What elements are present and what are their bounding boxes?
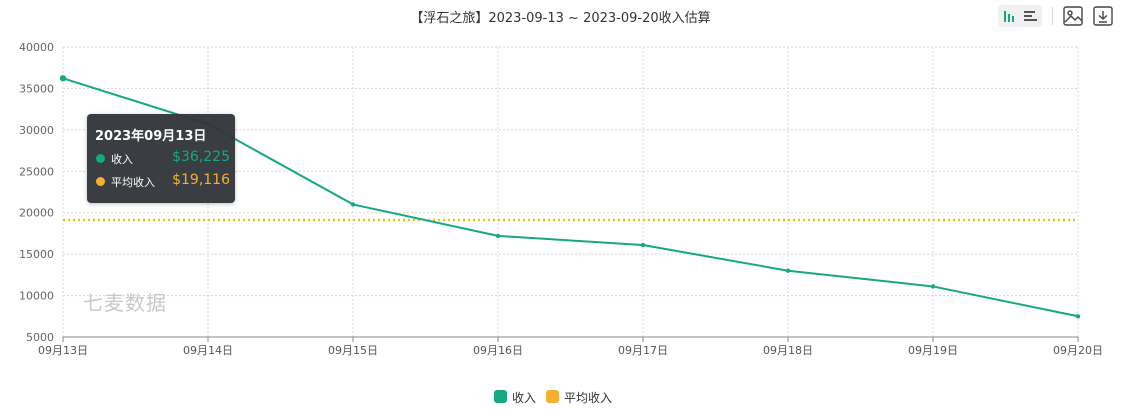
- horizontal-bar-icon[interactable]: [1020, 5, 1042, 27]
- y-tick-label: 30000: [19, 124, 54, 137]
- data-point-income: [785, 268, 791, 273]
- x-tick-label: 09月19日: [908, 344, 958, 357]
- data-point-income: [495, 233, 501, 239]
- x-tick-label: 09月16日: [473, 344, 523, 357]
- x-tick-label: 09月15日: [328, 344, 378, 357]
- tooltip-label: 收入: [111, 153, 133, 166]
- tooltip-row-income: 收入 $36,225: [96, 149, 230, 168]
- tooltip-value: $19,116: [172, 172, 230, 188]
- data-point-income: [1075, 314, 1081, 319]
- watermark: 七麦数据: [83, 291, 167, 315]
- x-tick-label: 09月14日: [183, 344, 233, 357]
- legend-swatch: [494, 390, 507, 403]
- y-tick-label: 25000: [19, 165, 54, 178]
- x-tick-label: 09月13日: [38, 344, 88, 357]
- data-point-income: [930, 284, 936, 289]
- save-image-icon[interactable]: [1062, 5, 1084, 27]
- y-tick-label: 15000: [19, 248, 54, 261]
- x-tick-label: 09月17日: [618, 344, 668, 357]
- data-point-income: [59, 75, 67, 82]
- bar-chart-icon[interactable]: [998, 5, 1020, 27]
- tooltip-date: 2023年09月13日: [95, 129, 207, 144]
- y-tick-label: 10000: [19, 290, 54, 303]
- data-point-income: [350, 202, 356, 207]
- download-icon[interactable]: [1092, 5, 1114, 27]
- tooltip-label: 平均收入: [111, 176, 155, 189]
- toolbar-divider: [1052, 7, 1053, 25]
- legend-label: 平均收入: [564, 391, 613, 405]
- income-dot-icon: [96, 154, 105, 163]
- x-tick-label: 09月18日: [763, 344, 813, 357]
- x-tick-label: 09月20日: [1053, 344, 1103, 357]
- tooltip-row-average: 平均收入 $19,116: [96, 172, 230, 191]
- y-tick-label: 5000: [26, 331, 54, 344]
- tooltip: 2023年09月13日 收入 $36,225 平均收入 $19,116: [87, 114, 235, 203]
- tooltip-value: $36,225: [172, 149, 230, 165]
- chart-type-toggle: [998, 5, 1042, 27]
- average-dot-icon: [96, 177, 105, 186]
- legend-label: 收入: [512, 391, 537, 405]
- y-tick-label: 35000: [19, 82, 54, 95]
- y-tick-label: 40000: [19, 41, 54, 54]
- legend-swatch: [546, 390, 559, 403]
- data-point-income: [640, 242, 646, 248]
- y-tick-label: 20000: [19, 207, 54, 220]
- chart-title: 【浮石之旅】2023-09-13 ~ 2023-09-20收入估算: [410, 11, 711, 26]
- legend: 收入 平均收入: [0, 389, 1121, 405]
